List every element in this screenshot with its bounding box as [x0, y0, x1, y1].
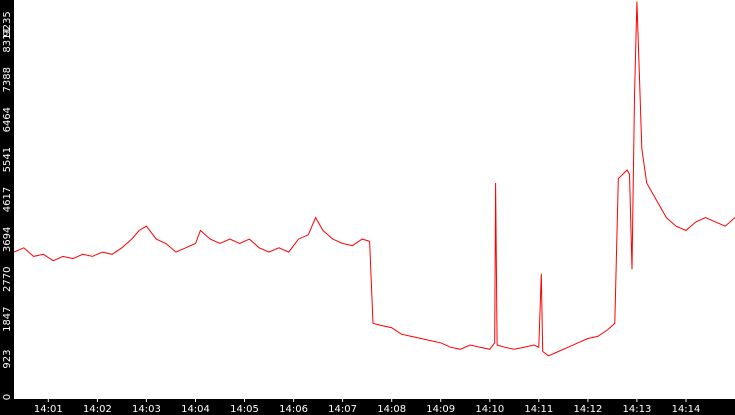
x-tick-label: 14:14 — [672, 404, 701, 415]
x-tick-label: 14:10 — [475, 404, 504, 415]
y-tick-label: 5541 — [2, 147, 13, 172]
x-tick-label: 14:09 — [426, 404, 455, 415]
y-tick-label: 3694 — [2, 227, 13, 252]
y-tick-label: 6464 — [2, 107, 13, 132]
x-tick-label: 14:04 — [181, 404, 210, 415]
series-line-0 — [13, 1, 735, 357]
x-tick-label: 14:03 — [132, 404, 161, 415]
x-tick-label: 14:06 — [279, 404, 308, 415]
x-tick-label: 14:07 — [328, 404, 357, 415]
x-tick-label: 14:01 — [34, 404, 63, 415]
y-tick-label: 7388 — [2, 67, 13, 92]
x-tick-label: 14:12 — [573, 404, 602, 415]
x-tick-label: 14:11 — [524, 404, 553, 415]
y-tick-label: 1847 — [2, 306, 13, 331]
x-tick-label: 14:08 — [377, 404, 406, 415]
x-tick-label: 14:13 — [622, 404, 651, 415]
y-tick-label: 9235 — [2, 11, 13, 36]
y-tick-label: 0 — [2, 394, 13, 400]
plot-area — [14, 0, 735, 399]
x-tick-label: 14:05 — [230, 404, 259, 415]
y-tick-label: 2770 — [2, 267, 13, 292]
y-tick-label: 8311 — [2, 27, 13, 52]
x-tick-label: 14:02 — [83, 404, 112, 415]
y-tick-label: 923 — [2, 350, 13, 369]
y-tick-label: 4617 — [2, 187, 13, 212]
